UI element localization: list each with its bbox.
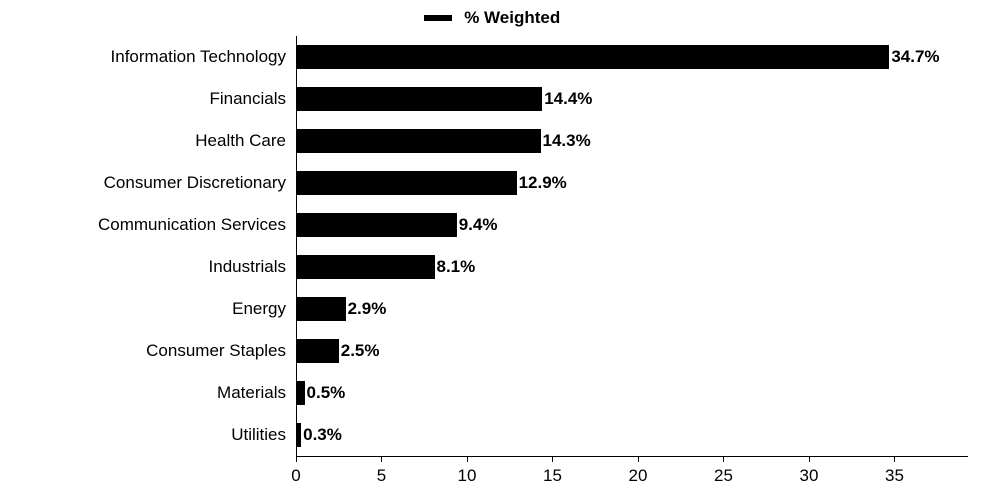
x-tick bbox=[723, 456, 724, 462]
x-tick-label: 30 bbox=[800, 466, 819, 486]
category-label: Industrials bbox=[209, 257, 286, 277]
value-label: 14.3% bbox=[543, 131, 591, 151]
category-label: Utilities bbox=[231, 425, 286, 445]
y-axis-line bbox=[296, 36, 297, 456]
value-label: 14.4% bbox=[544, 89, 592, 109]
bar bbox=[296, 171, 517, 194]
value-label: 12.9% bbox=[519, 173, 567, 193]
x-tick-label: 35 bbox=[885, 466, 904, 486]
x-tick-label: 0 bbox=[291, 466, 300, 486]
x-tick bbox=[552, 456, 553, 462]
bar bbox=[296, 381, 305, 404]
category-label: Communication Services bbox=[98, 215, 286, 235]
category-label: Energy bbox=[232, 299, 286, 319]
x-axis-line bbox=[296, 456, 968, 457]
category-label: Information Technology bbox=[111, 47, 286, 67]
x-tick bbox=[809, 456, 810, 462]
value-label: 34.7% bbox=[891, 47, 939, 67]
value-label: 8.1% bbox=[437, 257, 476, 277]
weighting-chart: % Weighted Information Technology34.7%Fi… bbox=[0, 0, 984, 504]
value-label: 0.5% bbox=[307, 383, 346, 403]
x-tick-label: 20 bbox=[629, 466, 648, 486]
plot-area: Information Technology34.7%Financials14.… bbox=[296, 36, 968, 456]
bar bbox=[296, 129, 541, 152]
value-label: 9.4% bbox=[459, 215, 498, 235]
legend-label: % Weighted bbox=[464, 8, 560, 28]
x-tick-label: 25 bbox=[714, 466, 733, 486]
bar bbox=[296, 255, 435, 278]
value-label: 2.5% bbox=[341, 341, 380, 361]
x-tick bbox=[296, 456, 297, 462]
bar bbox=[296, 87, 542, 110]
bar bbox=[296, 339, 339, 362]
category-label: Materials bbox=[217, 383, 286, 403]
legend-swatch bbox=[424, 15, 452, 21]
x-tick-label: 15 bbox=[543, 466, 562, 486]
bar bbox=[296, 213, 457, 236]
x-tick-label: 5 bbox=[377, 466, 386, 486]
bar bbox=[296, 297, 346, 320]
category-label: Health Care bbox=[195, 131, 286, 151]
x-tick bbox=[638, 456, 639, 462]
x-tick bbox=[894, 456, 895, 462]
legend: % Weighted bbox=[0, 8, 984, 28]
category-label: Financials bbox=[209, 89, 286, 109]
x-tick bbox=[467, 456, 468, 462]
x-tick-label: 10 bbox=[458, 466, 477, 486]
x-tick bbox=[381, 456, 382, 462]
value-label: 0.3% bbox=[303, 425, 342, 445]
value-label: 2.9% bbox=[348, 299, 387, 319]
bar bbox=[296, 45, 889, 68]
category-label: Consumer Staples bbox=[146, 341, 286, 361]
category-label: Consumer Discretionary bbox=[104, 173, 286, 193]
